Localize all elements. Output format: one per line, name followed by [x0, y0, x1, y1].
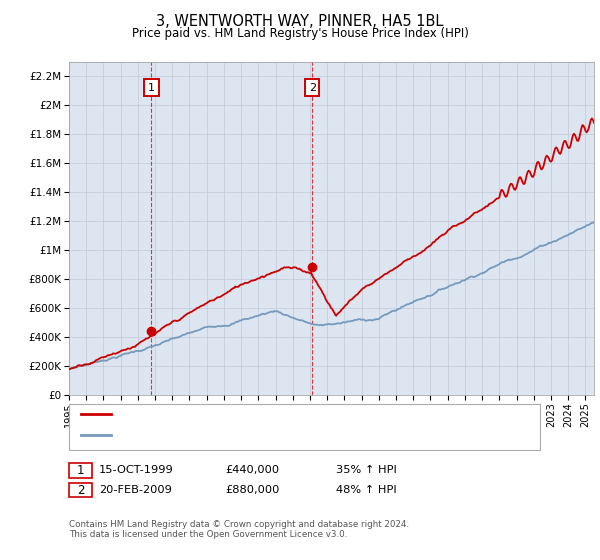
- Text: Contains HM Land Registry data © Crown copyright and database right 2024.
This d: Contains HM Land Registry data © Crown c…: [69, 520, 409, 539]
- Text: 20-FEB-2009: 20-FEB-2009: [99, 485, 172, 495]
- Text: 1: 1: [148, 83, 155, 92]
- Text: 48% ↑ HPI: 48% ↑ HPI: [336, 485, 397, 495]
- Text: 3, WENTWORTH WAY, PINNER, HA5 1BL (detached house): 3, WENTWORTH WAY, PINNER, HA5 1BL (detac…: [117, 409, 432, 419]
- Text: 2: 2: [77, 483, 84, 497]
- Text: 15-OCT-1999: 15-OCT-1999: [99, 465, 174, 475]
- Text: 35% ↑ HPI: 35% ↑ HPI: [336, 465, 397, 475]
- Text: HPI: Average price, detached house, Harrow: HPI: Average price, detached house, Harr…: [117, 430, 359, 440]
- Text: Price paid vs. HM Land Registry's House Price Index (HPI): Price paid vs. HM Land Registry's House …: [131, 27, 469, 40]
- Text: 1: 1: [77, 464, 84, 477]
- Text: 2: 2: [308, 83, 316, 92]
- Text: £880,000: £880,000: [225, 485, 280, 495]
- Text: £440,000: £440,000: [225, 465, 279, 475]
- Text: 3, WENTWORTH WAY, PINNER, HA5 1BL: 3, WENTWORTH WAY, PINNER, HA5 1BL: [157, 14, 443, 29]
